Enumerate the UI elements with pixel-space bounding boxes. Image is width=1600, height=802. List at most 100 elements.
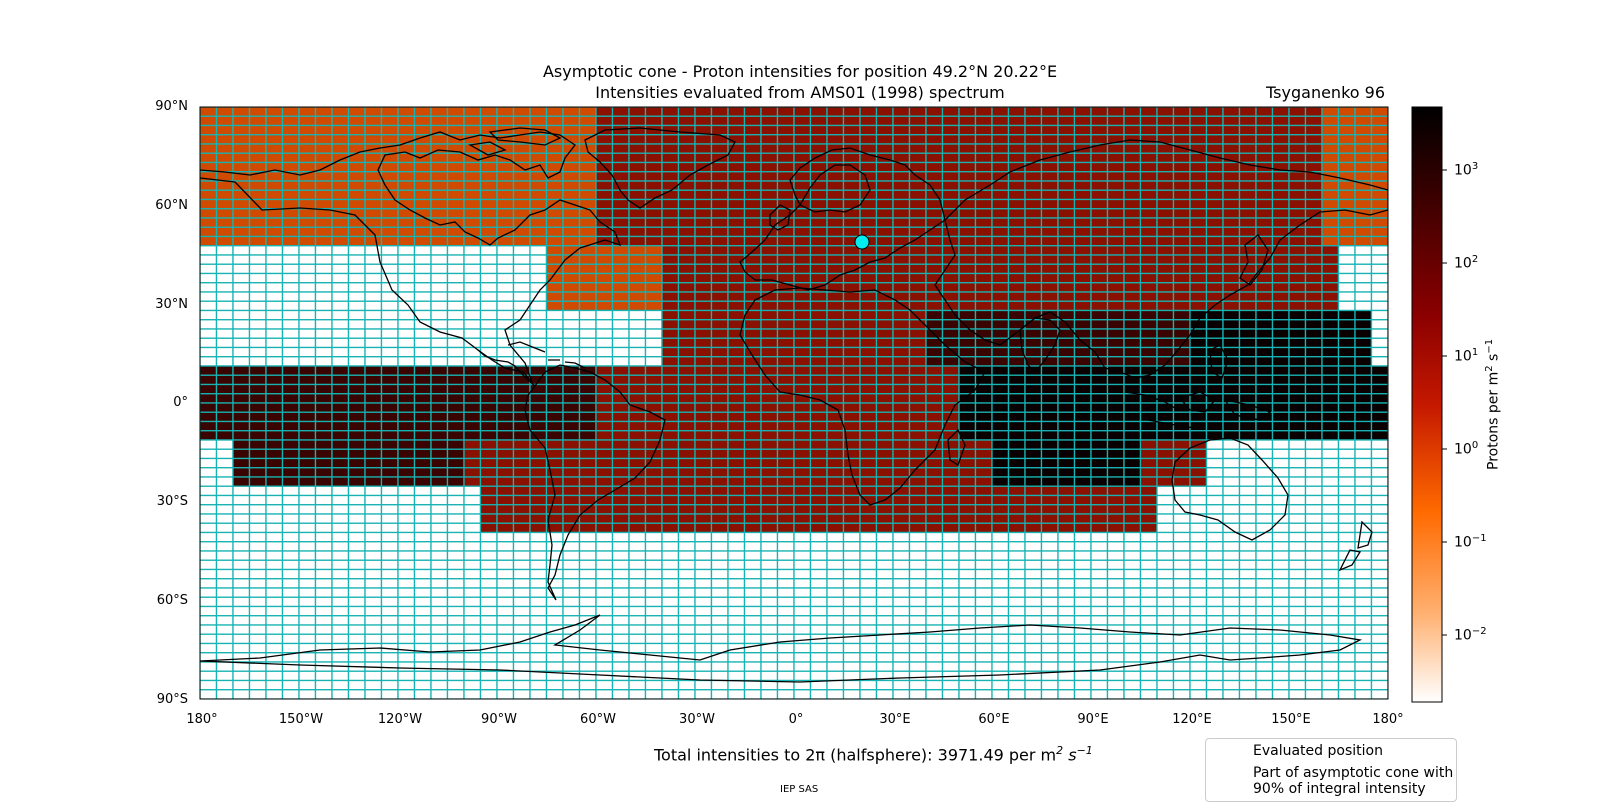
intensity-cell xyxy=(265,633,284,645)
intensity-cell xyxy=(496,254,515,265)
intensity-cell xyxy=(661,365,680,376)
intensity-cell xyxy=(974,550,993,561)
intensity-cell xyxy=(1354,107,1373,117)
intensity-cell xyxy=(677,143,696,154)
intensity-cell xyxy=(1337,615,1356,626)
intensity-cell xyxy=(1238,522,1257,534)
intensity-cell xyxy=(512,568,531,580)
intensity-cell xyxy=(265,513,284,524)
intensity-cell xyxy=(331,282,350,293)
intensity-cell xyxy=(529,115,548,127)
intensity-cell xyxy=(1073,402,1092,413)
intensity-cell xyxy=(859,615,878,626)
intensity-cell xyxy=(479,550,498,561)
intensity-cell xyxy=(578,291,597,302)
intensity-cell xyxy=(232,457,251,469)
intensity-cell xyxy=(611,263,630,275)
intensity-cell xyxy=(1007,467,1026,478)
intensity-cell xyxy=(941,365,960,376)
intensity-cell xyxy=(1106,328,1125,339)
intensity-cell xyxy=(974,198,993,210)
intensity-cell xyxy=(1172,198,1191,210)
intensity-cell xyxy=(760,670,779,682)
intensity-cell xyxy=(661,254,680,265)
intensity-cell xyxy=(248,134,267,145)
intensity-cell xyxy=(1370,235,1388,247)
coast-madagascar xyxy=(947,428,966,466)
intensity-cell xyxy=(1255,393,1274,404)
intensity-cell xyxy=(694,448,713,460)
intensity-cell xyxy=(908,679,927,691)
intensity-cell xyxy=(776,346,795,358)
intensity-cell xyxy=(595,365,614,376)
intensity-cell xyxy=(430,467,449,478)
intensity-cell xyxy=(661,328,680,339)
intensity-cell xyxy=(529,263,548,275)
intensity-cell xyxy=(281,115,300,127)
intensity-cell xyxy=(1139,254,1158,265)
intensity-cell xyxy=(397,208,416,219)
intensity-cell xyxy=(1090,374,1109,386)
intensity-cell xyxy=(1024,272,1043,284)
intensity-cell xyxy=(694,596,713,608)
intensity-cell xyxy=(809,107,828,117)
intensity-cell xyxy=(1354,309,1373,321)
intensity-cell xyxy=(215,180,234,191)
intensity-cell xyxy=(809,263,828,275)
intensity-cell xyxy=(710,568,729,580)
intensity-cell xyxy=(743,217,762,228)
intensity-cell xyxy=(677,457,696,469)
intensity-cell xyxy=(727,383,746,395)
intensity-cell xyxy=(595,134,614,145)
intensity-cell xyxy=(1156,152,1175,164)
intensity-cell xyxy=(479,531,498,543)
intensity-cell xyxy=(1222,476,1241,487)
intensity-cell xyxy=(281,541,300,552)
intensity-cell xyxy=(875,393,894,404)
intensity-cell xyxy=(826,217,845,228)
intensity-cell xyxy=(760,337,779,349)
intensity-cell xyxy=(826,365,845,376)
intensity-cell xyxy=(760,356,779,367)
intensity-cell xyxy=(1057,383,1076,395)
intensity-cell xyxy=(1073,245,1092,256)
intensity-cell xyxy=(875,596,894,608)
intensity-cell xyxy=(892,689,911,699)
intensity-cell xyxy=(446,393,465,404)
intensity-cell xyxy=(479,689,498,699)
intensity-cell xyxy=(974,689,993,699)
intensity-cell xyxy=(908,383,927,395)
chart-title: Asymptotic cone - Proton intensities for… xyxy=(542,62,1058,81)
intensity-cell xyxy=(200,300,218,312)
intensity-cell xyxy=(892,615,911,626)
intensity-cell xyxy=(578,282,597,293)
intensity-cell xyxy=(958,143,977,154)
intensity-cell xyxy=(1189,467,1208,478)
intensity-cell xyxy=(1354,235,1373,247)
intensity-cell xyxy=(1205,383,1224,395)
intensity-cell xyxy=(479,393,498,404)
intensity-cell xyxy=(446,171,465,182)
intensity-cell xyxy=(1370,115,1388,127)
intensity-cell xyxy=(314,365,333,376)
intensity-cell xyxy=(380,531,399,543)
intensity-cell xyxy=(743,578,762,589)
intensity-cell xyxy=(760,365,779,376)
intensity-cell xyxy=(265,504,284,515)
intensity-cell xyxy=(760,476,779,487)
intensity-cell xyxy=(677,624,696,635)
intensity-cell xyxy=(743,615,762,626)
intensity-cell xyxy=(958,152,977,164)
intensity-cell xyxy=(265,346,284,358)
intensity-cell xyxy=(710,513,729,524)
intensity-cell xyxy=(1205,263,1224,275)
intensity-cell xyxy=(875,161,894,173)
intensity-cell xyxy=(281,633,300,645)
intensity-cell xyxy=(446,346,465,358)
intensity-cell xyxy=(232,467,251,478)
intensity-cell xyxy=(331,541,350,552)
intensity-cell xyxy=(314,578,333,589)
intensity-cell xyxy=(727,513,746,524)
intensity-cell xyxy=(826,624,845,635)
intensity-cell xyxy=(694,134,713,145)
